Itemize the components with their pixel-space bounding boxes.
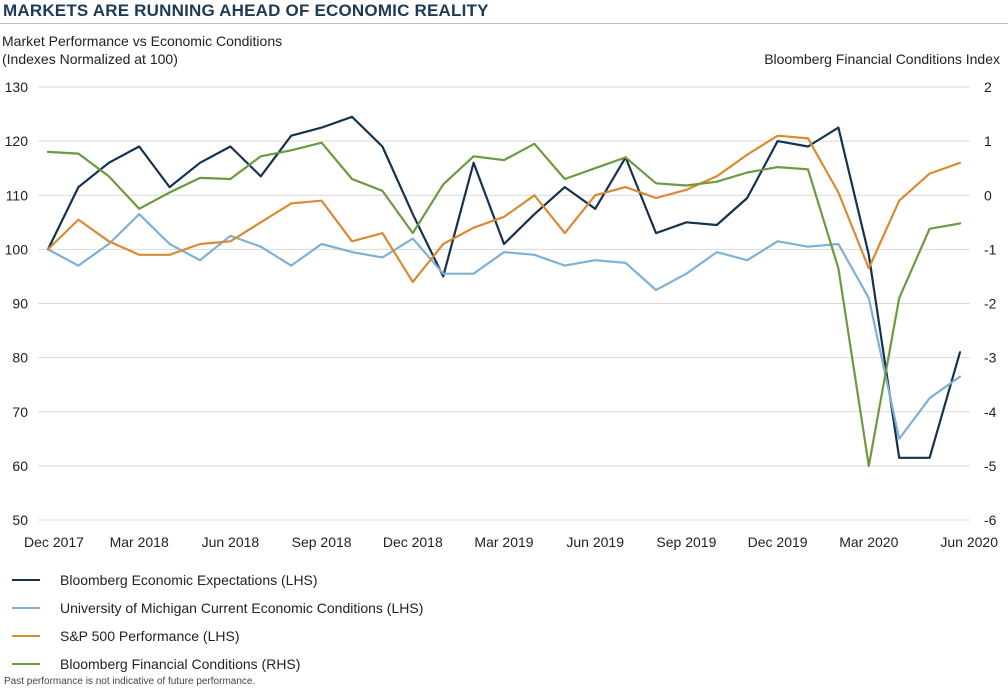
right-axis-tick-label: -5 <box>984 458 997 474</box>
legend-item-michigan-conditions: University of Michigan Current Economic … <box>12 594 423 622</box>
legend-swatch-financial-conditions <box>12 663 40 665</box>
legend-item-sp500: S&P 500 Performance (LHS) <box>12 622 423 650</box>
right-axis-tick-label: 2 <box>984 79 992 95</box>
legend-label-michigan-conditions: University of Michigan Current Economic … <box>60 600 424 616</box>
chart-title: MARKETS ARE RUNNING AHEAD OF ECONOMIC RE… <box>3 1 489 20</box>
series-line-economic-expectations <box>46 115 962 459</box>
series-lines <box>46 115 962 467</box>
right-axis-tick-label: 1 <box>984 133 992 149</box>
gridlines <box>38 86 970 521</box>
left-axis-tick-label: 100 <box>5 241 29 257</box>
title-divider <box>0 23 1008 24</box>
line-chart: 50 60 70 80 90 100 110 120 130 -6 -5 -4 -3 -2 -1 0 1 2 D… <box>5 79 999 550</box>
series-line-sp500 <box>46 134 962 283</box>
right-axis-tick-label: -6 <box>984 512 997 528</box>
series-line-financial-conditions <box>46 141 962 467</box>
right-axis-tick-label: 0 <box>984 187 992 203</box>
footnote: Past performance is not indicative of fu… <box>4 676 256 687</box>
right-axis-tick-label: -3 <box>984 350 997 366</box>
left-axis-tick-label: 50 <box>12 512 28 528</box>
legend-label-economic-expectations: Bloomberg Economic Expectations (LHS) <box>60 572 318 588</box>
x-axis-tick-label: Sep 2018 <box>292 534 352 550</box>
right-axis-tick-label: -2 <box>984 296 997 312</box>
legend-label-financial-conditions: Bloomberg Financial Conditions (RHS) <box>60 656 301 672</box>
left-axis-tick-label: 60 <box>12 458 28 474</box>
left-axis-ticks: 50 60 70 80 90 100 110 120 130 <box>5 79 29 528</box>
x-axis-tick-label: Mar 2019 <box>474 534 533 550</box>
right-axis-tick-label: -4 <box>984 404 997 420</box>
x-axis-tick-label: Sep 2019 <box>656 534 716 550</box>
right-axis-title: Bloomberg Financial Conditions Index <box>764 51 1000 67</box>
series-line-michigan-conditions <box>46 213 962 440</box>
right-axis-tick-label: -1 <box>984 241 997 257</box>
legend: Bloomberg Economic Expectations (LHS) Un… <box>12 566 423 678</box>
left-axis-tick-label: 120 <box>5 133 29 149</box>
x-axis-tick-label: Mar 2020 <box>839 534 898 550</box>
x-axis-tick-label: Dec 2018 <box>383 534 443 550</box>
left-axis-tick-label: 130 <box>5 79 29 95</box>
x-axis-tick-label: Jun 2020 <box>940 534 998 550</box>
legend-swatch-michigan-conditions <box>12 607 40 609</box>
chart-subtitle-line2: (Indexes Normalized at 100) <box>2 51 178 67</box>
x-axis-tick-label: Dec 2017 <box>24 534 84 550</box>
legend-swatch-sp500 <box>12 635 40 637</box>
left-axis-tick-label: 70 <box>12 404 28 420</box>
left-axis-tick-label: 90 <box>12 296 28 312</box>
x-axis-tick-label: Jun 2018 <box>202 534 260 550</box>
x-axis-tick-label: Jun 2019 <box>566 534 624 550</box>
chart-subtitle-line1: Market Performance vs Economic Condition… <box>2 33 283 49</box>
legend-item-financial-conditions: Bloomberg Financial Conditions (RHS) <box>12 650 423 678</box>
legend-label-sp500: S&P 500 Performance (LHS) <box>60 628 240 644</box>
legend-swatch-economic-expectations <box>12 579 40 581</box>
x-axis-tick-label: Dec 2019 <box>748 534 808 550</box>
legend-item-economic-expectations: Bloomberg Economic Expectations (LHS) <box>12 566 423 594</box>
left-axis-tick-label: 80 <box>12 350 28 366</box>
x-axis-ticks: Dec 2017 Mar 2018 Jun 2018 Sep 2018 Dec 2018… <box>24 534 998 550</box>
right-axis-ticks: -6 -5 -4 -3 -2 -1 0 1 2 <box>984 79 997 528</box>
left-axis-tick-label: 110 <box>6 187 29 203</box>
x-axis-tick-label: Mar 2018 <box>110 534 169 550</box>
